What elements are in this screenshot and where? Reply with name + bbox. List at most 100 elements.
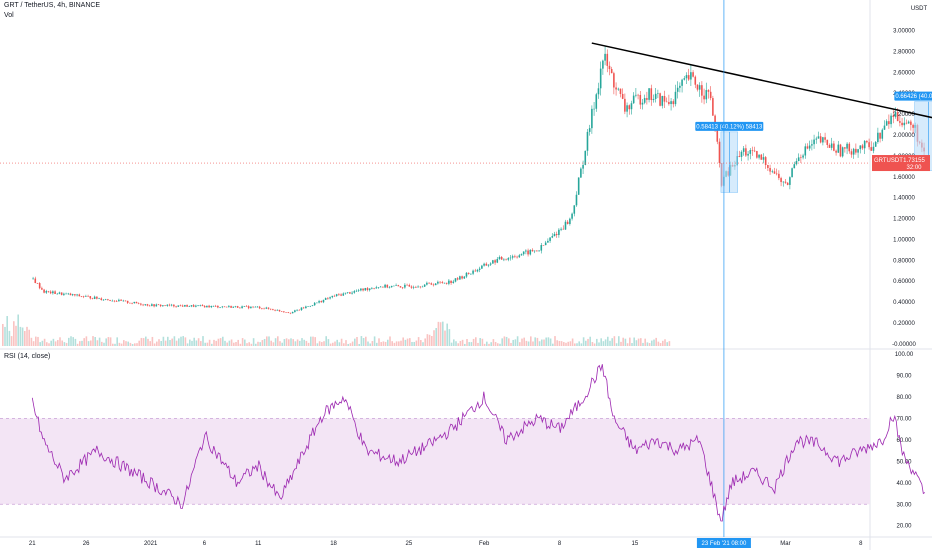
candle-body: [811, 144, 813, 146]
candle-body: [439, 281, 441, 283]
trendline: [591, 42, 932, 119]
volume-bar: [567, 341, 569, 346]
volume-bar: [362, 337, 365, 346]
candle-body: [635, 94, 637, 96]
candle-body: [197, 305, 199, 306]
candle-body: [566, 221, 569, 224]
candle-body: [690, 72, 692, 80]
time-tick-label: 15: [631, 541, 638, 547]
candle-body: [294, 310, 296, 312]
candle-body: [195, 305, 197, 307]
volume-bar: [481, 338, 484, 346]
volume-bar: [186, 343, 189, 346]
volume-bar: [178, 338, 180, 346]
candle-body: [544, 242, 547, 246]
candle-body: [500, 257, 503, 260]
volume-bar: [503, 336, 506, 346]
volume-bar: [371, 341, 374, 346]
candle-body: [575, 194, 578, 206]
candle-body: [586, 131, 589, 151]
candle-body: [258, 306, 261, 309]
volume-bar: [609, 340, 611, 346]
volume-bar: [466, 339, 468, 346]
candle-body: [621, 93, 624, 99]
volume-bar: [618, 336, 620, 346]
price-tick-label: 1.20000: [893, 217, 915, 223]
candle-body: [63, 293, 65, 295]
volume-bar: [160, 340, 162, 346]
volume-bar: [365, 336, 367, 346]
candle-body: [448, 280, 450, 284]
candle-body: [718, 141, 721, 164]
candle-body: [410, 286, 413, 288]
candle-body: [749, 150, 752, 154]
volume-bar: [349, 343, 352, 346]
candle-body: [243, 306, 246, 307]
rsi-tick-label: 40.00: [896, 481, 912, 487]
candle-body: [542, 245, 545, 246]
candle-body: [738, 156, 741, 157]
candle-body: [595, 94, 598, 109]
volume-bar: [464, 343, 466, 346]
candle-body: [778, 173, 780, 179]
candle-body: [613, 73, 615, 88]
candle-body: [344, 292, 347, 294]
candle-body: [419, 286, 422, 288]
candle-body: [190, 305, 193, 307]
candle-body: [417, 286, 419, 288]
candle-body: [476, 269, 479, 272]
candle-body: [333, 295, 336, 297]
volume-bar: [197, 338, 200, 346]
candle-body: [870, 147, 873, 151]
volume-bar: [391, 341, 393, 346]
volume-bar: [17, 314, 19, 346]
candle-body: [822, 137, 824, 143]
volume-bar: [81, 340, 83, 346]
volume-bar: [72, 337, 74, 346]
volume-bar: [158, 339, 160, 346]
candle-body: [188, 306, 191, 307]
candle-body: [670, 101, 672, 105]
candle-body: [465, 272, 468, 277]
volume-bar: [406, 338, 409, 346]
candle-body: [56, 293, 59, 295]
volume-bar: [508, 338, 510, 346]
candle-body: [859, 145, 862, 150]
volume-bar: [230, 339, 233, 346]
candle-body: [452, 281, 455, 283]
candle-body: [115, 301, 118, 302]
candle-body: [569, 218, 571, 224]
candle-body: [646, 98, 648, 100]
candle-body: [342, 293, 345, 296]
volume-bar: [521, 338, 523, 346]
candle-body: [833, 143, 835, 151]
candle-body: [789, 177, 791, 185]
candle-body: [562, 228, 565, 230]
candle-body: [263, 308, 265, 310]
volume-bar: [184, 337, 187, 346]
candle-body: [261, 308, 263, 309]
volume-bar: [325, 336, 327, 346]
volume-bar: [461, 339, 464, 346]
candle-body: [808, 145, 811, 149]
candle-body: [540, 245, 543, 251]
candle-body: [47, 291, 50, 292]
volume-bar: [345, 340, 347, 346]
time-tick-label: Feb: [479, 541, 490, 547]
candle-body: [377, 287, 380, 288]
volume-bar: [156, 341, 158, 346]
volume-bar: [620, 341, 622, 346]
volume-bar: [582, 337, 585, 346]
candle-body: [437, 281, 439, 284]
candle-body: [830, 143, 833, 148]
volume-bar: [329, 343, 332, 346]
candle-body: [131, 303, 133, 304]
volume-bar: [32, 341, 35, 346]
candle-body: [399, 286, 402, 288]
rsi-tick-label: 20.00: [896, 524, 912, 530]
volume-bar: [57, 340, 59, 346]
price-tick-label: 1.60000: [893, 175, 915, 181]
volume-bar: [327, 339, 330, 346]
volume-bar: [74, 338, 77, 346]
